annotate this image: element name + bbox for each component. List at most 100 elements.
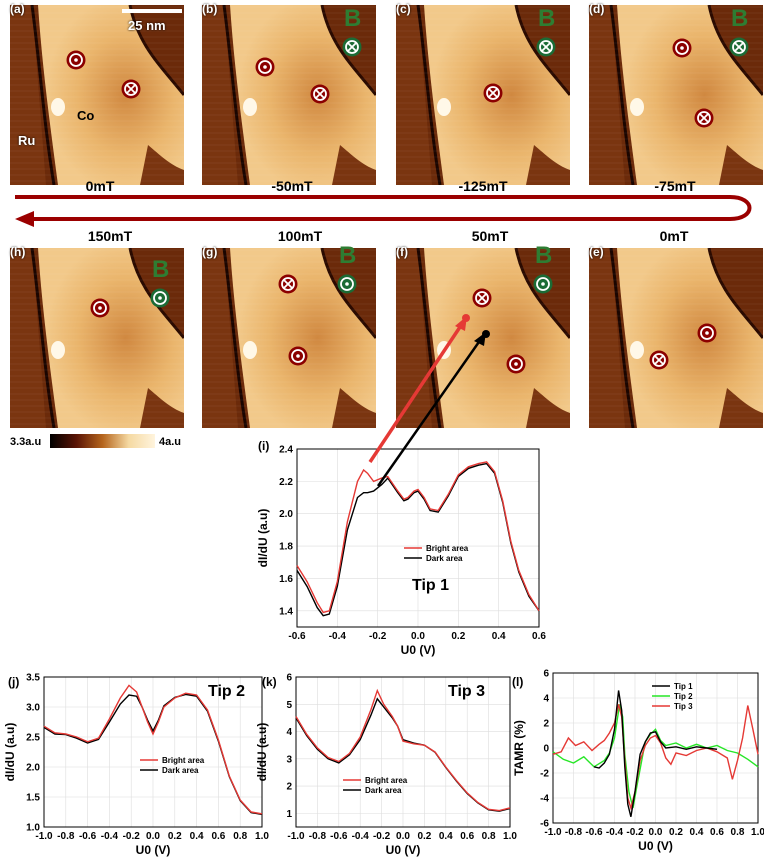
y-axis-label: TAMR (%) <box>512 720 526 776</box>
y-tick-label: 1.8 <box>279 542 293 553</box>
y-tick-label: 6 <box>286 673 292 684</box>
panel-label-c: (c) <box>396 2 411 16</box>
y-tick-label: 3.5 <box>26 673 40 684</box>
stm-panel-b: (b) B <box>202 2 376 185</box>
legend-entry: Tip 2 <box>674 692 693 701</box>
x-tick-label: 0.8 <box>482 831 496 842</box>
field-in-icon <box>729 37 749 57</box>
x-tick-label: -1.0 <box>544 827 562 838</box>
chart-panel-label: (k) <box>262 675 277 689</box>
magnetization-in-icon <box>483 83 503 103</box>
x-tick-label: -0.2 <box>123 831 141 842</box>
stm-panel-f: (f) B <box>396 242 570 428</box>
series-line-tip-1 <box>593 690 718 817</box>
y-tick-label: 2.0 <box>26 763 40 774</box>
panel-label-b: (b) <box>202 2 218 16</box>
stm-image-e <box>589 248 763 428</box>
chart-panel-label: (i) <box>258 439 269 453</box>
x-tick-label: -0.6 <box>79 831 97 842</box>
chart-j: -1.0 -0.8 -0.6 -0.4 -0.2 0.0 0.2 0.4 0.6 0.8 1.0 1.… <box>3 673 269 858</box>
y-tick-label: 4 <box>543 694 549 705</box>
x-axis-label: U0 (V) <box>401 643 436 657</box>
panel-label-f: (f) <box>396 245 408 259</box>
y-tick-label: 2.0 <box>279 509 293 520</box>
field-value-c: -125mT <box>458 178 508 194</box>
magnetization-out-icon <box>697 323 717 343</box>
y-tick-label: 2.2 <box>279 477 293 488</box>
chart-l: -1.0 -0.8 -0.6 -0.4 -0.2 0.0 0.2 0.4 0.6 0.8 1.0 -6… <box>512 669 764 854</box>
magnetization-out-icon <box>66 50 86 70</box>
legend-entry: Tip 3 <box>674 702 693 711</box>
tip-annotation: Tip 3 <box>448 683 485 700</box>
y-axis-label: dI/dU (a.u) <box>256 509 270 568</box>
scale-bar-label: 25 nm <box>128 18 166 33</box>
magnetization-in-icon <box>278 274 298 294</box>
magnetization-out-icon <box>506 354 526 374</box>
field-in-icon <box>536 37 556 57</box>
y-tick-label: 2.5 <box>26 733 40 744</box>
x-tick-label: -0.2 <box>369 631 387 642</box>
x-tick-label: 1.0 <box>255 831 269 842</box>
field-value-d: -75mT <box>654 178 696 194</box>
stm-panel-h: (h) B <box>10 245 184 428</box>
x-axis-label: U0 (V) <box>638 839 673 853</box>
legend-entry: Dark area <box>162 766 199 775</box>
series-line-bright-area <box>295 688 511 812</box>
colorbar-max-label: 4a.u <box>159 436 182 448</box>
x-tick-label: 0.6 <box>460 831 474 842</box>
legend-entry: Tip 1 <box>674 682 693 691</box>
x-tick-label: -0.2 <box>626 827 644 838</box>
y-tick-label: 3.0 <box>26 703 40 714</box>
stm-panel-a: (a) <box>10 2 184 185</box>
magnetization-out-icon <box>255 57 275 77</box>
series-line-dark-area <box>296 462 540 617</box>
y-tick-label: 2 <box>543 719 549 730</box>
dark-area-arrow <box>376 338 483 487</box>
stm-panel-d: (d) B <box>589 2 763 185</box>
x-tick-label: -0.6 <box>288 631 306 642</box>
stm-panel-c: (c) B <box>396 2 570 185</box>
legend-entry: Bright area <box>426 544 469 553</box>
stm-image-c <box>396 5 570 185</box>
y-tick-label: 6 <box>543 669 549 680</box>
x-tick-label: -0.4 <box>101 831 119 842</box>
x-tick-label: 0.4 <box>439 831 453 842</box>
stm-image-d <box>589 5 763 185</box>
x-tick-label: 0.0 <box>146 831 160 842</box>
x-tick-label: -1.0 <box>287 831 305 842</box>
co-label: Co <box>77 108 95 123</box>
stm-panel-e: (e) <box>589 245 763 428</box>
legend-entry: Bright area <box>162 756 205 765</box>
y-tick-label: 1.4 <box>279 606 293 617</box>
magnetization-in-icon <box>121 79 141 99</box>
field-b-label: B <box>535 242 553 269</box>
x-tick-label: 0.6 <box>532 631 546 642</box>
chart-i: -0.6 -0.4 -0.2 0.0 0.2 0.4 0.6 1.4 1.6 1.8 2.0 2.2 2… <box>256 439 546 657</box>
x-tick-label: 0.6 <box>710 827 724 838</box>
x-tick-label: -0.4 <box>352 831 370 842</box>
y-tick-label: 1 <box>286 809 292 820</box>
chart-panel-label: (l) <box>512 675 523 689</box>
tip-annotation: Tip 1 <box>412 577 449 594</box>
panel-label-a: (a) <box>10 2 25 16</box>
field-out-icon <box>337 274 357 294</box>
magnetization-in-icon <box>472 288 492 308</box>
colorbar-min-label: 3.3a.u <box>10 436 42 448</box>
ru-label: Ru <box>18 133 36 148</box>
x-tick-label: 1.0 <box>751 827 764 838</box>
y-axis-label: dI/dU (a.u) <box>3 723 17 782</box>
field-out-icon <box>533 274 553 294</box>
legend-entry: Dark area <box>365 786 402 795</box>
stm-image-a <box>10 5 184 185</box>
x-tick-label: 0.0 <box>411 631 425 642</box>
y-tick-label: 5 <box>286 700 292 711</box>
x-axis-label: U0 (V) <box>386 843 421 857</box>
x-tick-label: 0.6 <box>211 831 225 842</box>
legend-entry: Bright area <box>365 776 408 785</box>
field-out-icon <box>150 288 170 308</box>
x-tick-label: 0.0 <box>649 827 663 838</box>
y-axis-label: dI/dU (a.u) <box>255 723 269 782</box>
magnetization-in-icon <box>310 84 330 104</box>
